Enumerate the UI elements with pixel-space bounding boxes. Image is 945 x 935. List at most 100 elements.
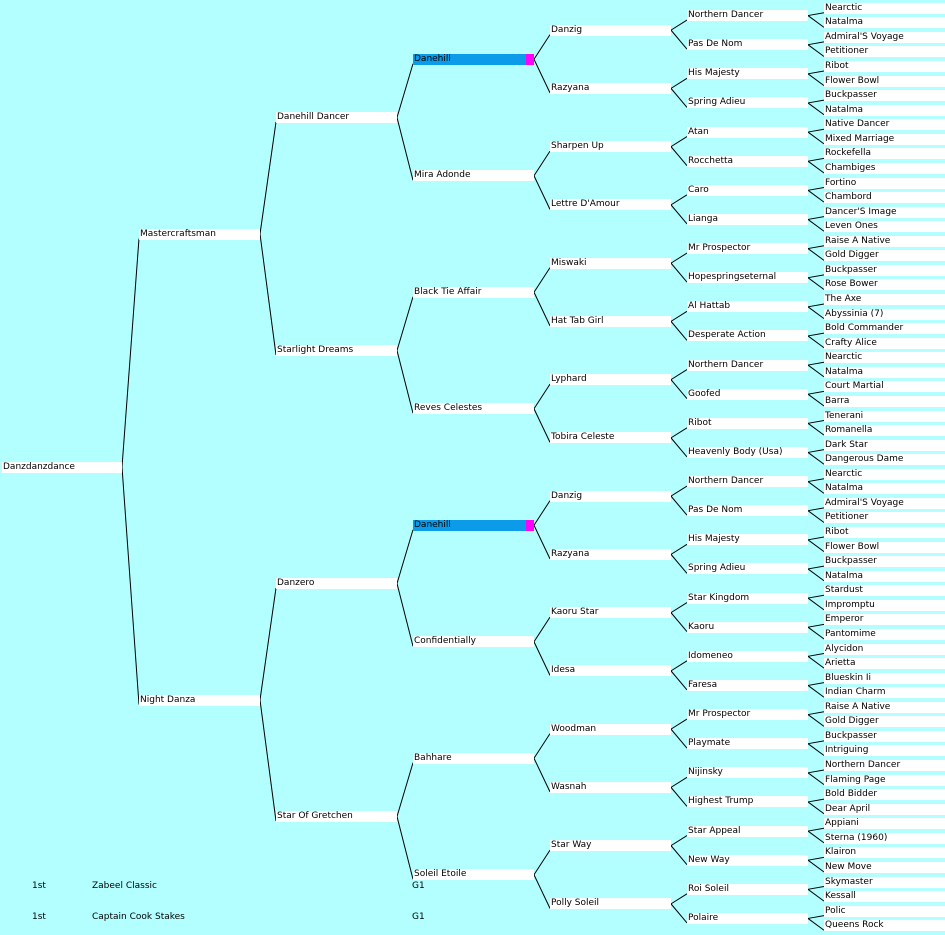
- pedigree-ancestor-gen6[interactable]: Ribot: [824, 527, 945, 538]
- pedigree-ancestor-gen6[interactable]: Bold Bidder: [824, 789, 945, 800]
- pedigree-ancestor-gen6[interactable]: Fortino: [824, 178, 945, 189]
- pedigree-ancestor-gen6[interactable]: Rose Bower: [824, 279, 945, 290]
- pedigree-ancestor-gen3[interactable]: Black Tie Affair: [413, 287, 534, 298]
- pedigree-ancestor-gen4[interactable]: Lyphard: [550, 374, 671, 385]
- pedigree-ancestor-gen6[interactable]: Impromptu: [824, 600, 945, 611]
- pedigree-ancestor-gen5[interactable]: His Majesty: [687, 68, 808, 79]
- pedigree-ancestor-gen5[interactable]: Al Hattab: [687, 301, 808, 312]
- pedigree-ancestor-gen4[interactable]: Woodman: [550, 724, 671, 735]
- pedigree-ancestor-gen5[interactable]: Idomeneo: [687, 651, 808, 662]
- pedigree-ancestor-gen6[interactable]: Alycidon: [824, 644, 945, 655]
- pedigree-ancestor-gen3[interactable]: Confidentially: [413, 636, 534, 647]
- pedigree-ancestor-gen6[interactable]: Stardust: [824, 585, 945, 596]
- pedigree-ancestor-gen5[interactable]: Pas De Nom: [687, 505, 808, 516]
- pedigree-ancestor-gen6[interactable]: Crafty Alice: [824, 338, 945, 349]
- pedigree-ancestor-gen5[interactable]: Faresa: [687, 680, 808, 691]
- pedigree-ancestor-gen6[interactable]: Raise A Native: [824, 702, 945, 713]
- pedigree-ancestor-gen4[interactable]: Idesa: [550, 665, 671, 676]
- pedigree-ancestor-gen5[interactable]: Spring Adieu: [687, 97, 808, 108]
- pedigree-ancestor-gen5[interactable]: Star Kingdom: [687, 593, 808, 604]
- pedigree-ancestor-gen6[interactable]: Dancer'S Image: [824, 207, 945, 218]
- pedigree-ancestor-gen6[interactable]: The Axe: [824, 294, 945, 305]
- pedigree-ancestor-gen2[interactable]: Danzero: [276, 578, 397, 589]
- pedigree-ancestor-gen5[interactable]: Playmate: [687, 738, 808, 749]
- pedigree-ancestor-gen2[interactable]: Starlight Dreams: [276, 345, 397, 356]
- pedigree-ancestor-gen5[interactable]: Nijinsky: [687, 767, 808, 778]
- pedigree-ancestor-gen5[interactable]: Heavenly Body (Usa): [687, 447, 808, 458]
- pedigree-ancestor-gen6[interactable]: Natalma: [824, 483, 945, 494]
- pedigree-ancestor-gen1[interactable]: Mastercraftsman: [139, 229, 260, 240]
- pedigree-ancestor-gen6[interactable]: Buckpasser: [824, 731, 945, 742]
- pedigree-ancestor-gen2[interactable]: Danehill Dancer: [276, 112, 397, 123]
- pedigree-ancestor-gen4[interactable]: Miswaki: [550, 258, 671, 269]
- pedigree-ancestor-gen6[interactable]: Queens Rock: [824, 920, 945, 931]
- pedigree-ancestor-gen6[interactable]: Abyssinia (7): [824, 309, 945, 320]
- pedigree-ancestor-gen6[interactable]: Buckpasser: [824, 90, 945, 101]
- pedigree-ancestor-gen6[interactable]: Emperor: [824, 614, 945, 625]
- pedigree-ancestor-gen5[interactable]: Lianga: [687, 214, 808, 225]
- pedigree-ancestor-gen3[interactable]: Soleil Etoile: [413, 869, 534, 880]
- pedigree-ancestor-gen6[interactable]: Polic: [824, 906, 945, 917]
- pedigree-ancestor-gen4[interactable]: Tobira Celeste: [550, 432, 671, 443]
- pedigree-ancestor-gen6[interactable]: Raise A Native: [824, 236, 945, 247]
- pedigree-ancestor-gen6[interactable]: Indian Charm: [824, 687, 945, 698]
- pedigree-ancestor-gen6[interactable]: Sterna (1960): [824, 833, 945, 844]
- pedigree-ancestor-gen6[interactable]: Flower Bowl: [824, 76, 945, 87]
- pedigree-ancestor-gen6[interactable]: Buckpasser: [824, 265, 945, 276]
- pedigree-ancestor-gen6[interactable]: Bold Commander: [824, 323, 945, 334]
- pedigree-ancestor-gen5[interactable]: Ribot: [687, 418, 808, 429]
- pedigree-ancestor-gen6[interactable]: Intriguing: [824, 745, 945, 756]
- pedigree-ancestor-gen6[interactable]: Native Dancer: [824, 119, 945, 130]
- pedigree-ancestor-gen6[interactable]: Rockefella: [824, 148, 945, 159]
- pedigree-ancestor-gen6[interactable]: Natalma: [824, 571, 945, 582]
- pedigree-ancestor-gen4[interactable]: Danzig: [550, 25, 671, 36]
- pedigree-ancestor-gen3[interactable]: Danehill: [413, 520, 534, 531]
- pedigree-ancestor-gen3[interactable]: Danehill: [413, 54, 534, 65]
- pedigree-ancestor-gen6[interactable]: Mixed Marriage: [824, 134, 945, 145]
- pedigree-ancestor-gen4[interactable]: Hat Tab Girl: [550, 316, 671, 327]
- pedigree-ancestor-gen6[interactable]: Chambiges: [824, 163, 945, 174]
- pedigree-ancestor-gen4[interactable]: Kaoru Star: [550, 607, 671, 618]
- pedigree-ancestor-gen5[interactable]: Mr Prospector: [687, 709, 808, 720]
- pedigree-ancestor-gen6[interactable]: Petitioner: [824, 46, 945, 57]
- pedigree-ancestor-gen6[interactable]: Flaming Page: [824, 775, 945, 786]
- pedigree-ancestor-gen5[interactable]: Spring Adieu: [687, 563, 808, 574]
- pedigree-ancestor-gen5[interactable]: Northern Dancer: [687, 360, 808, 371]
- pedigree-ancestor-gen5[interactable]: His Majesty: [687, 534, 808, 545]
- pedigree-ancestor-gen4[interactable]: Razyana: [550, 549, 671, 560]
- pedigree-ancestor-gen6[interactable]: Dear April: [824, 804, 945, 815]
- pedigree-ancestor-gen4[interactable]: Razyana: [550, 83, 671, 94]
- pedigree-ancestor-gen6[interactable]: Blueskin Ii: [824, 673, 945, 684]
- pedigree-ancestor-gen6[interactable]: Buckpasser: [824, 556, 945, 567]
- pedigree-ancestor-gen6[interactable]: Natalma: [824, 367, 945, 378]
- pedigree-ancestor-gen6[interactable]: Natalma: [824, 17, 945, 28]
- pedigree-ancestor-gen6[interactable]: Tenerani: [824, 411, 945, 422]
- pedigree-ancestor-gen5[interactable]: Caro: [687, 185, 808, 196]
- pedigree-ancestor-gen3[interactable]: Mira Adonde: [413, 170, 534, 181]
- pedigree-ancestor-gen6[interactable]: New Move: [824, 862, 945, 873]
- pedigree-ancestor-gen5[interactable]: Goofed: [687, 389, 808, 400]
- pedigree-ancestor-gen6[interactable]: Klairon: [824, 847, 945, 858]
- pedigree-ancestor-gen5[interactable]: Northern Dancer: [687, 10, 808, 21]
- pedigree-ancestor-gen5[interactable]: Pas De Nom: [687, 39, 808, 50]
- pedigree-ancestor-gen5[interactable]: Rocchetta: [687, 156, 808, 167]
- pedigree-ancestor-gen3[interactable]: Bahhare: [413, 753, 534, 764]
- pedigree-ancestor-gen5[interactable]: Kaoru: [687, 622, 808, 633]
- pedigree-ancestor-gen4[interactable]: Wasnah: [550, 782, 671, 793]
- pedigree-ancestor-gen6[interactable]: Arietta: [824, 658, 945, 669]
- pedigree-ancestor-gen4[interactable]: Lettre D'Amour: [550, 199, 671, 210]
- pedigree-ancestor-gen6[interactable]: Dangerous Dame: [824, 454, 945, 465]
- pedigree-ancestor-gen6[interactable]: Kessall: [824, 891, 945, 902]
- pedigree-ancestor-gen5[interactable]: Mr Prospector: [687, 243, 808, 254]
- pedigree-ancestor-gen5[interactable]: Polaire: [687, 913, 808, 924]
- pedigree-ancestor-gen6[interactable]: Natalma: [824, 105, 945, 116]
- pedigree-ancestor-gen5[interactable]: Desperate Action: [687, 330, 808, 341]
- pedigree-ancestor-gen4[interactable]: Danzig: [550, 491, 671, 502]
- pedigree-ancestor-gen4[interactable]: Star Way: [550, 840, 671, 851]
- pedigree-ancestor-gen5[interactable]: Northern Dancer: [687, 476, 808, 487]
- pedigree-ancestor-gen5[interactable]: Star Appeal: [687, 826, 808, 837]
- pedigree-ancestor-gen6[interactable]: Flower Bowl: [824, 542, 945, 553]
- pedigree-ancestor-gen5[interactable]: Roi Soleil: [687, 884, 808, 895]
- pedigree-ancestor-gen6[interactable]: Petitioner: [824, 512, 945, 523]
- pedigree-ancestor-gen6[interactable]: Admiral'S Voyage: [824, 498, 945, 509]
